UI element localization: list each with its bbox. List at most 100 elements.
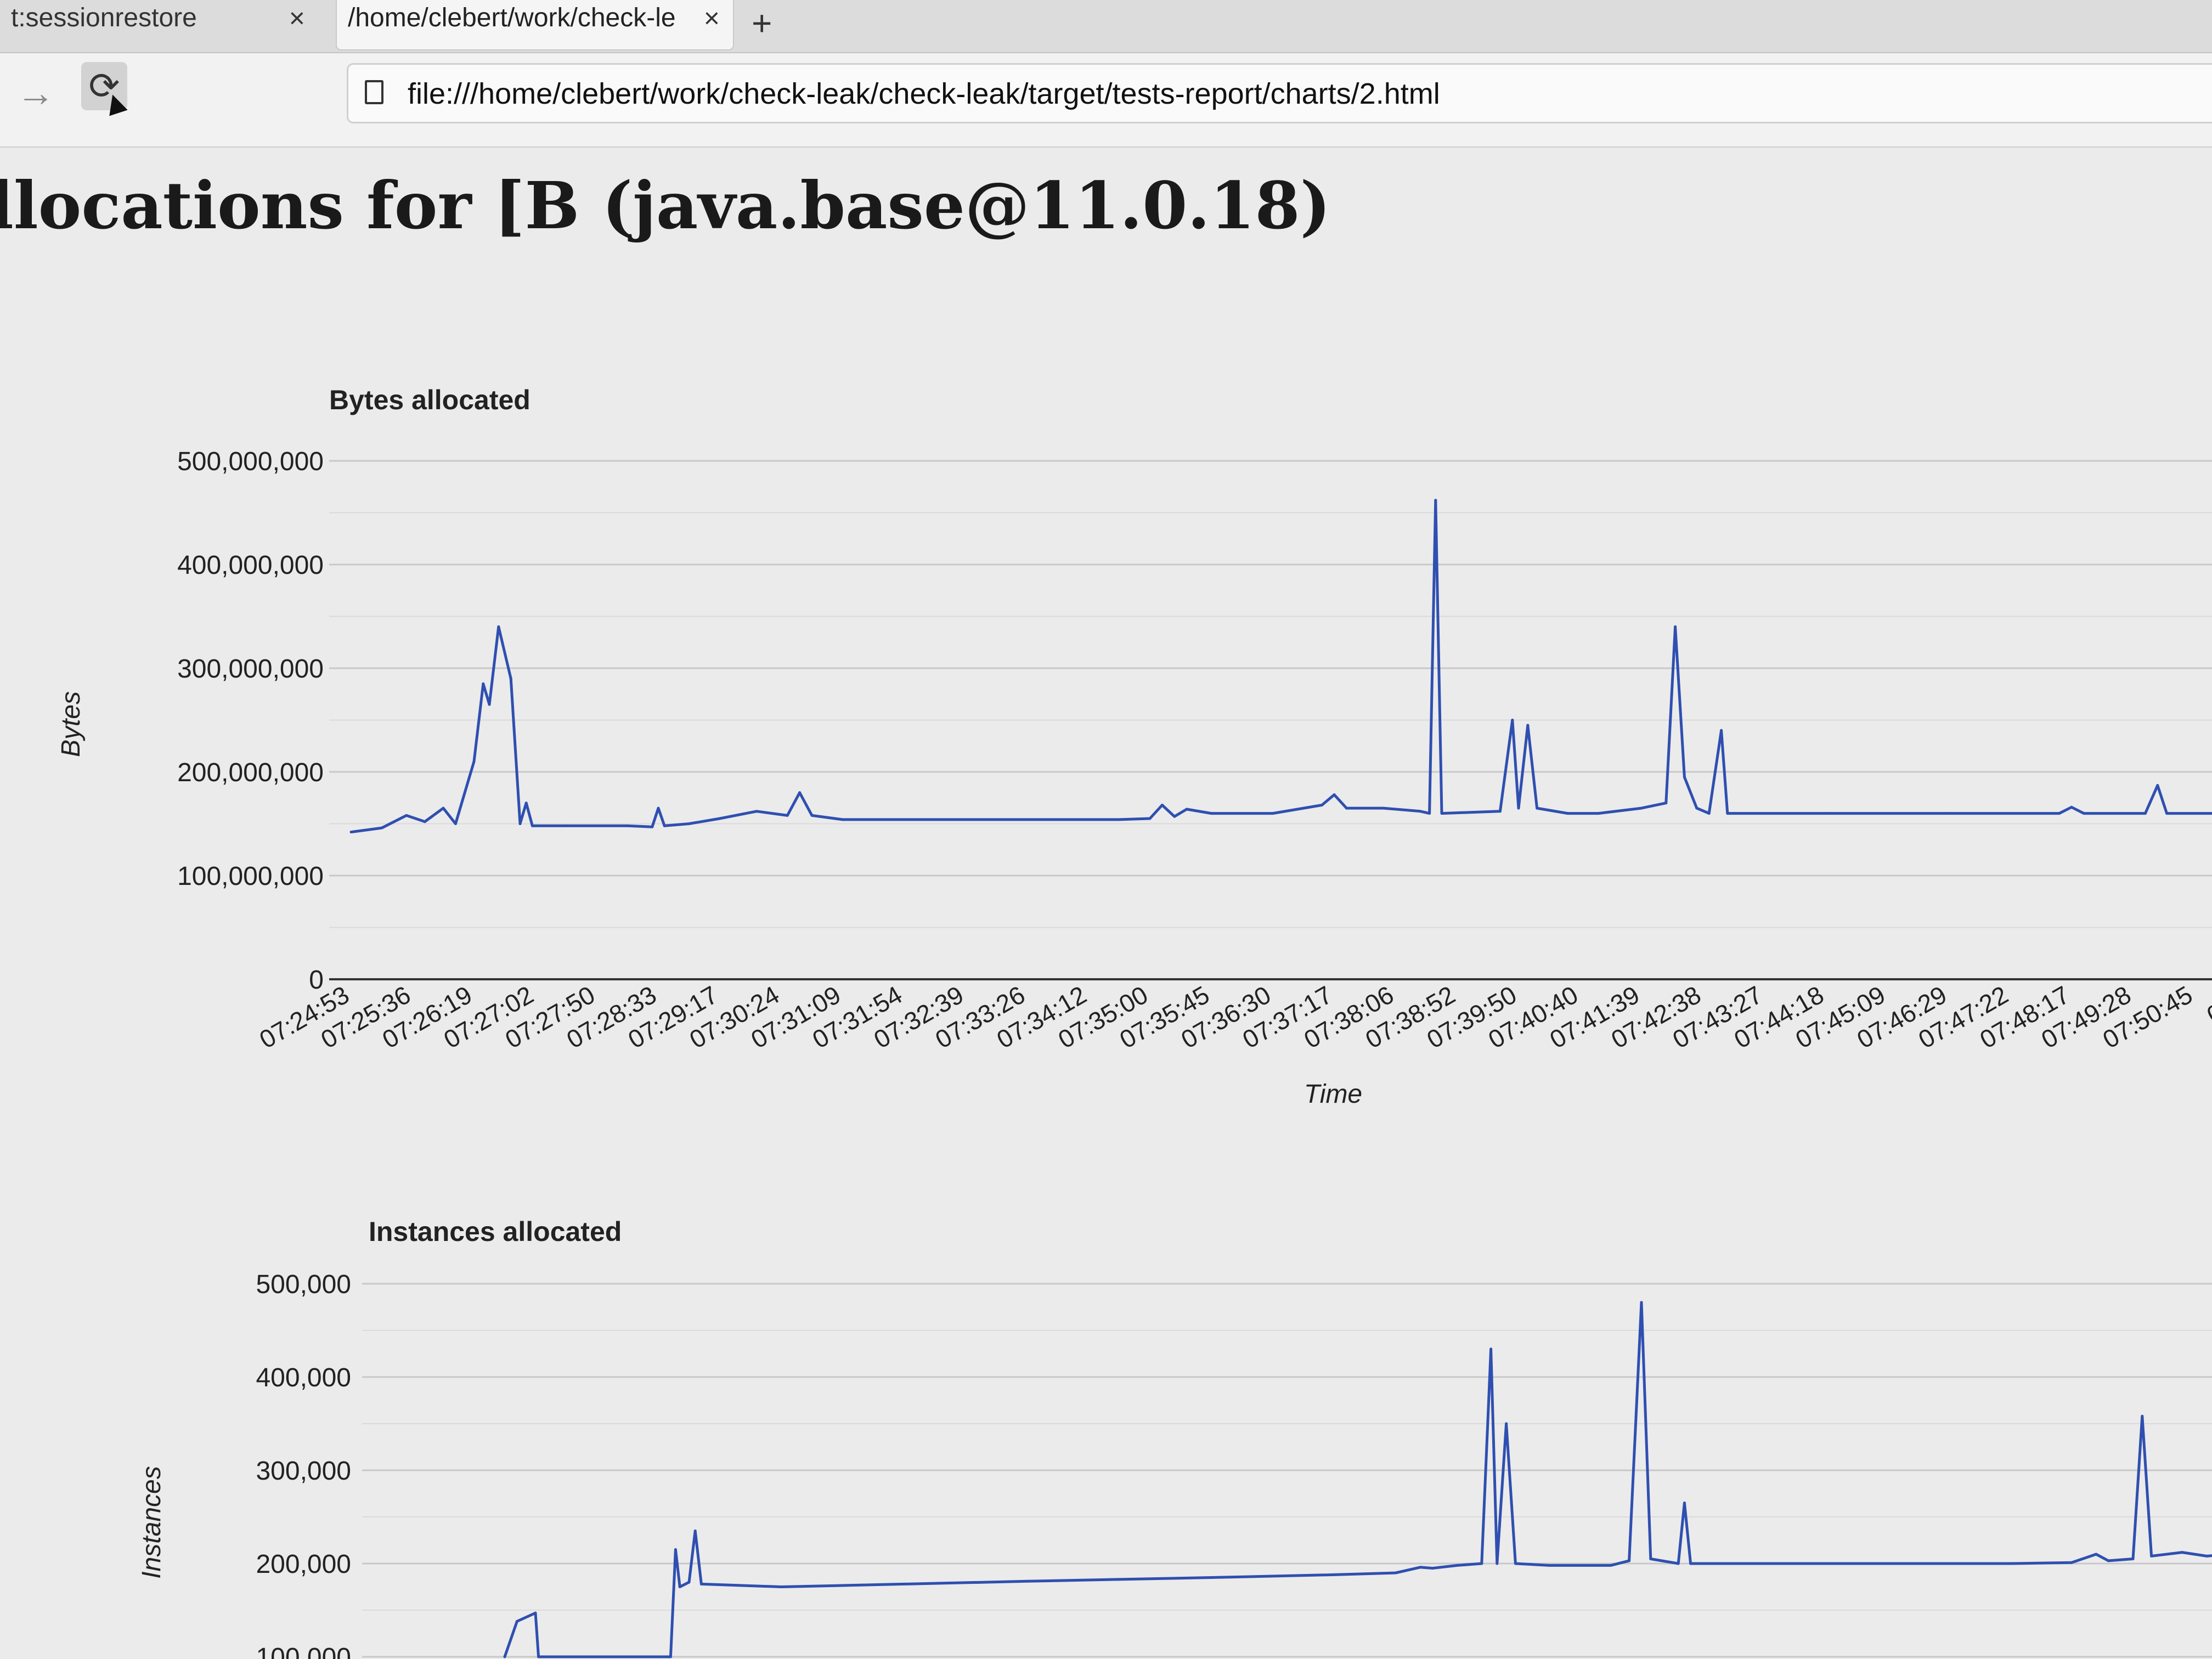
y-axis-title: Bytes <box>57 691 86 757</box>
data-point <box>1514 1562 1517 1565</box>
tab-check-leak[interactable]: /home/clebert/work/check-le × <box>336 0 734 50</box>
data-point <box>472 760 476 763</box>
y-axis-title: Instances <box>137 1466 166 1578</box>
data-point <box>1173 815 1176 818</box>
data-point <box>1382 806 1385 810</box>
data-point <box>1824 1562 1827 1565</box>
data-point <box>1148 817 1152 820</box>
y-tick-label: 100,000 <box>256 1643 351 1659</box>
data-point <box>1419 810 1422 813</box>
data-point <box>537 1655 540 1658</box>
data-point <box>1649 1558 1652 1560</box>
data-point <box>1548 1564 1551 1567</box>
data-point <box>1118 818 1121 821</box>
data-point <box>2165 812 2169 815</box>
x-axis-title: Time <box>1304 1080 1362 1109</box>
data-point <box>1536 806 1539 810</box>
tab-label: /home/clebert/work/check-le <box>348 3 676 32</box>
data-point <box>1210 812 1213 815</box>
data-point <box>841 818 844 821</box>
data-point <box>1677 1562 1680 1565</box>
data-point <box>1505 1422 1508 1425</box>
data-point <box>2082 812 2085 815</box>
data-point <box>1720 729 1723 732</box>
data-point <box>1726 812 1729 815</box>
data-point <box>1517 806 1520 810</box>
y-tick-label: 500,000,000 <box>177 447 324 476</box>
data-point <box>1707 812 1711 815</box>
url-text[interactable]: file:///home/clebert/work/check-leak/che… <box>408 77 1440 110</box>
chart-title-bytes: Bytes allocated <box>329 385 531 415</box>
data-point <box>1440 812 1443 815</box>
data-point <box>423 820 426 823</box>
data-point <box>442 806 445 810</box>
data-point <box>1489 1347 1493 1351</box>
data-point <box>663 824 666 827</box>
forward-arrow-icon[interactable]: → <box>16 71 55 114</box>
data-point <box>674 1548 677 1551</box>
data-point <box>810 814 814 817</box>
data-point <box>1640 1301 1643 1304</box>
data-point <box>1185 808 1188 811</box>
y-tick-label: 200,000,000 <box>177 758 324 787</box>
data-point <box>515 1620 518 1623</box>
data-point <box>1455 1564 1459 1567</box>
url-bar[interactable]: file:///home/clebert/work/check-leak/che… <box>347 63 2212 123</box>
y-tick-label: 500,000 <box>256 1270 351 1299</box>
data-point <box>657 806 660 810</box>
data-point <box>531 824 534 827</box>
x-tick-label: 07:5 <box>2202 980 2212 1030</box>
data-point <box>534 1611 537 1615</box>
data-point <box>1333 793 1336 797</box>
data-point <box>1526 724 1530 727</box>
close-icon[interactable]: × <box>703 3 720 33</box>
data-point <box>1160 803 1164 806</box>
data-point <box>2008 1562 2012 1565</box>
data-point <box>2058 812 2061 815</box>
data-point <box>1431 1567 1434 1570</box>
data-point <box>503 1655 506 1658</box>
data-point <box>509 677 512 680</box>
data-point <box>1498 810 1502 813</box>
data-point <box>2070 1561 2073 1564</box>
data-point <box>786 814 789 817</box>
tab-sessionrestore[interactable]: t:sessionrestore × <box>0 0 318 50</box>
data-point <box>2070 805 2073 809</box>
data-point <box>651 825 654 828</box>
y-tick-label: 300,000,000 <box>177 654 324 684</box>
data-point <box>1683 775 1686 778</box>
data-point <box>1480 1562 1483 1565</box>
data-point <box>626 824 629 827</box>
data-point <box>798 791 802 794</box>
data-point <box>2181 1551 2184 1554</box>
data-point <box>678 1585 681 1588</box>
data-point <box>565 824 568 827</box>
data-point <box>1271 812 1274 815</box>
y-tick-label: 100,000,000 <box>177 862 324 891</box>
data-point <box>1689 1562 1692 1565</box>
reload-icon[interactable]: ⟳ <box>81 62 127 110</box>
data-point <box>1824 812 1827 815</box>
data-point <box>718 817 721 820</box>
close-icon[interactable]: × <box>289 3 305 33</box>
bytes-chart: 0 100,000,000 200,000,000 300,000,000 400,00… <box>57 447 2212 1109</box>
instances-chart: 100,000 200,000 300,000 400,000 500,000 Insta… <box>137 1270 2212 1659</box>
data-point <box>1683 1502 1686 1504</box>
y-tick-label: 400,000 <box>256 1363 351 1392</box>
data-point <box>1609 1564 1612 1567</box>
y-tick-label: 0 <box>309 966 324 995</box>
new-tab-button[interactable]: + <box>752 3 772 43</box>
data-point <box>2156 784 2159 787</box>
data-point <box>1345 806 1348 810</box>
data-point <box>1333 1573 1336 1576</box>
data-point <box>1597 812 1600 815</box>
data-point <box>1628 1559 1631 1562</box>
data-point <box>1394 1571 1397 1575</box>
data-point <box>964 818 967 821</box>
data-point <box>1025 1579 1029 1583</box>
data-point <box>380 826 383 830</box>
series-line <box>503 1301 2212 1658</box>
chart-title-instances: Instances allocated <box>369 1216 622 1247</box>
data-point <box>693 1530 697 1532</box>
data-point <box>2150 1554 2153 1558</box>
